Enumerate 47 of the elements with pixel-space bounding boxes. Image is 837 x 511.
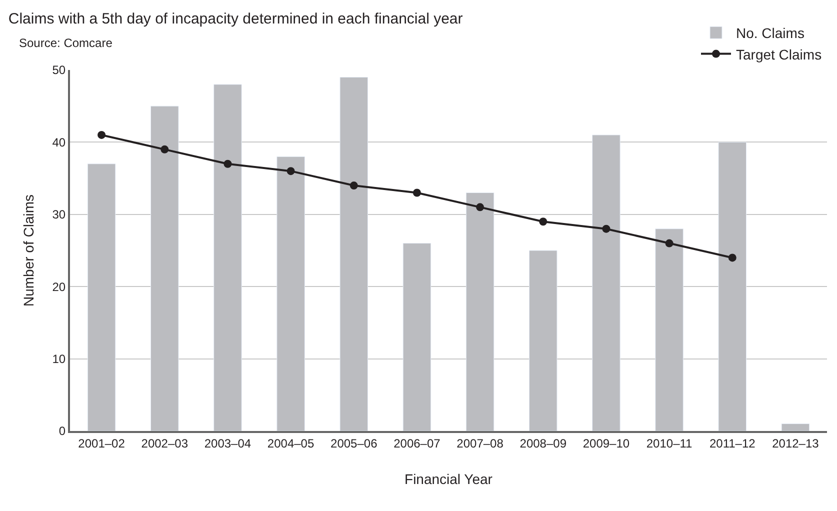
point: [412, 188, 421, 197]
x-tick-label: 2004–05: [267, 436, 314, 450]
bar: [276, 156, 305, 431]
source-note: Source: Comcare: [19, 36, 113, 50]
bar: [466, 192, 494, 431]
x-tick-label: 2001–02: [78, 436, 126, 450]
x-axis-title: Financial Year: [404, 471, 493, 488]
x-tick-label: 2006–07: [394, 436, 441, 450]
legend-label: Target Claims: [736, 46, 822, 62]
bar: [655, 228, 684, 431]
point: [224, 160, 232, 168]
x-tick-label: 2012–13: [772, 436, 820, 450]
y-tick-label: 10: [52, 352, 66, 366]
point: [98, 130, 106, 139]
bar: [402, 243, 432, 431]
legend-label: No. Claims: [736, 25, 804, 42]
x-tick-label: 2011–12: [709, 436, 756, 450]
x-tick-label: 2005–06: [330, 436, 378, 450]
y-tick-label: 20: [52, 280, 66, 294]
x-tick-label: 2008–09: [520, 436, 567, 450]
point: [665, 239, 674, 248]
bar: [592, 134, 620, 431]
y-tick-label: 0: [58, 424, 66, 438]
x-tick-label: 2009–10: [582, 436, 630, 450]
y-axis-title: Number of Claims: [20, 194, 36, 307]
x-tick-label: 2010–11: [646, 436, 693, 450]
point: [539, 218, 548, 226]
bar: [529, 250, 558, 431]
point: [286, 167, 295, 176]
bar: [87, 164, 116, 431]
bar: [214, 84, 242, 431]
y-tick-label: 30: [52, 208, 66, 222]
point: [602, 224, 610, 233]
bar: [150, 106, 179, 431]
chart-title: Claims with a 5th day of incapacity determined in each financial year: [8, 10, 463, 28]
point: [350, 182, 358, 190]
y-tick-label: 40: [52, 135, 66, 150]
point: [728, 254, 736, 262]
x-tick-label: 2003–04: [204, 436, 252, 450]
x-tick-label: 2007–08: [456, 436, 504, 450]
point: [160, 145, 169, 154]
bar: [340, 76, 368, 431]
bar: [718, 142, 746, 431]
point: [476, 203, 484, 212]
y-tick-label: 50: [52, 63, 66, 78]
x-tick-label: 2002–03: [141, 436, 188, 450]
bar: [781, 424, 810, 431]
